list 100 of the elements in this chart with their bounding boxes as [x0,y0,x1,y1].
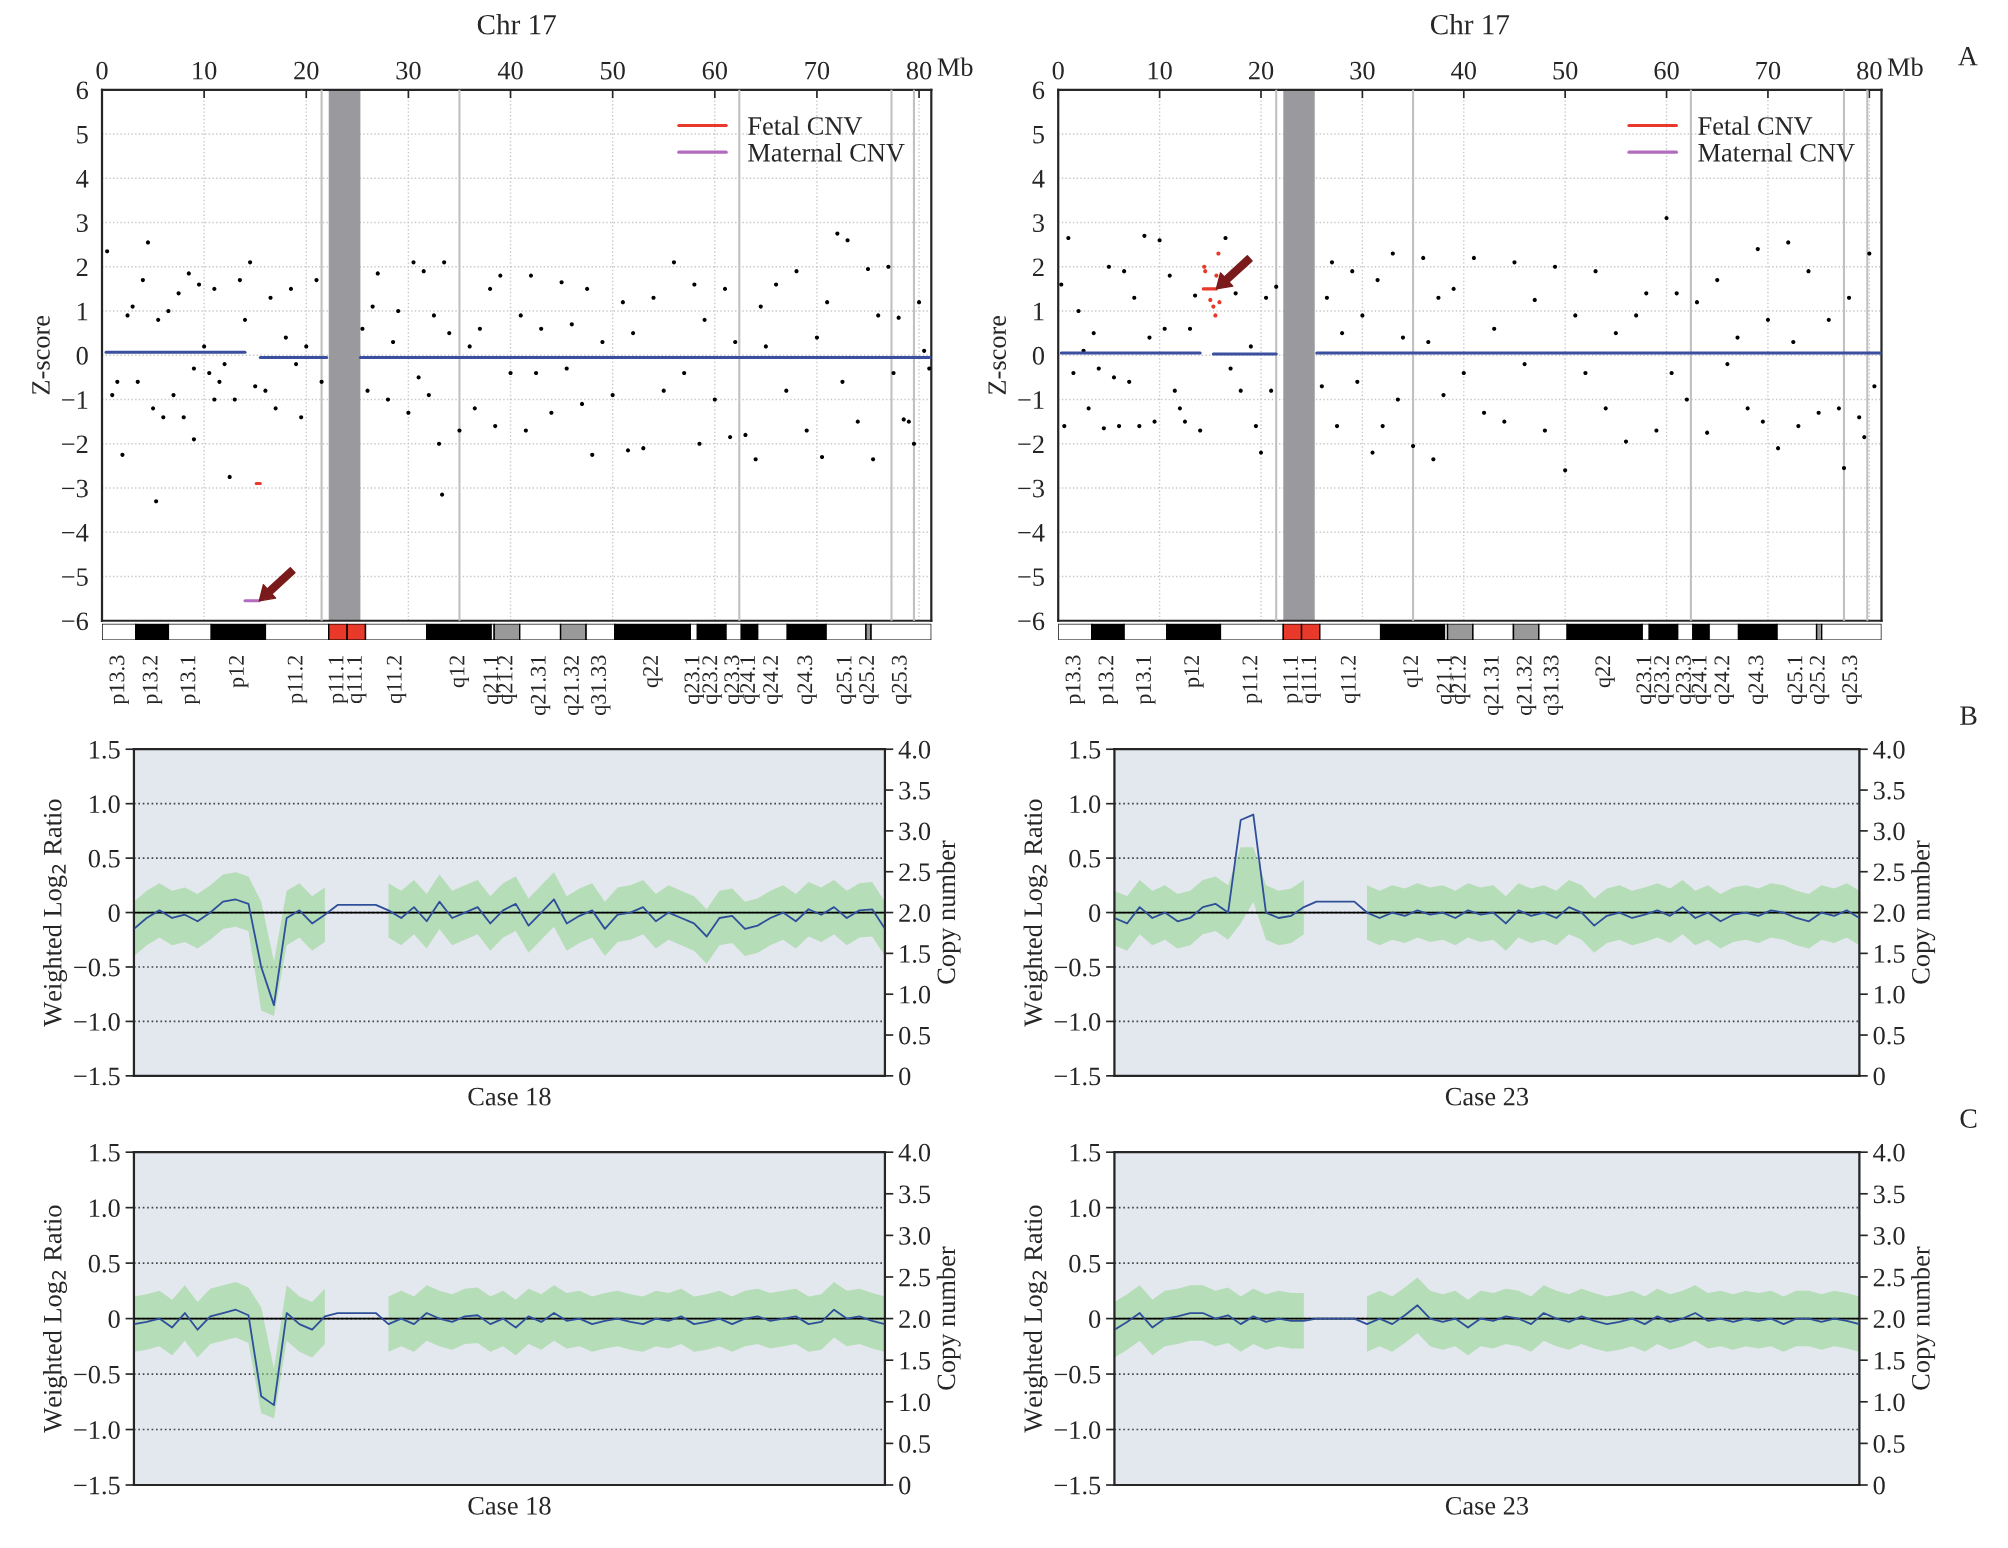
text: C [1960,1109,1977,1128]
y2-tick-label: 1.5 [900,1351,931,1370]
text: q11.2 [1340,655,1361,704]
y-tick-label: 0.5 [88,1254,120,1273]
y2-tick-label: 2.5 [1873,1268,1905,1287]
y-tick-label: −1.5 [74,1067,120,1086]
y2-tick-label: 1.5 [1874,1351,1905,1370]
y-tick-label: 1 [77,302,88,321]
y2-tick-label: 2.0 [899,904,931,923]
text: q24.3 [797,655,817,704]
x-tick-label: 80 [906,61,932,80]
y-tick-label: −6 [62,612,89,631]
text: q24.2 [763,655,783,704]
text: q24.2 [1714,655,1734,704]
y-tick-label: 2 [1032,258,1044,276]
y-tick-label: 0.5 [88,849,120,868]
x-axis-title: Mb [937,57,973,77]
text: q25.1 [1787,656,1807,704]
y2-tick-label: 1.0 [1874,1393,1905,1412]
y-axis-title: Z-score [32,315,50,395]
y2-tick-label: 4.0 [1873,740,1905,759]
text: q22 [643,655,663,688]
y2-tick-label: 0.5 [899,1435,931,1453]
x-tick-label: 80 [1857,61,1882,80]
y-tick-label: −1 [62,391,88,409]
x-tick-label: 60 [702,61,727,80]
y2-tick-label: 1.0 [900,1393,931,1412]
y2-tick-label: 3.0 [899,822,931,841]
text: p11.2 [1242,655,1262,704]
text: p13.3 [1065,655,1086,705]
text: q21.32 [1516,655,1537,716]
text: p13.3 [109,655,129,705]
legend-label: Maternal CNV [748,143,905,162]
y-tick-label: 0 [1032,346,1045,365]
y2-tick-label: 1.5 [1874,945,1905,963]
text: q24.3 [1748,655,1768,704]
x-tick-label: 10 [193,61,217,80]
y-axis-title: Weighted Log$_{2}$ Ratio [1023,799,1048,1027]
text: q21.32 [563,655,584,716]
y-tick-label: 0 [1089,904,1101,922]
y-tick-label: −3 [1018,479,1044,498]
text: p13.1 [180,656,200,705]
x-tick-label: 30 [1350,61,1375,80]
y-tick-label: 6 [1032,81,1045,100]
y-tick-label: −4 [1018,524,1045,542]
y2-axis-title: Copy number [1911,840,1936,984]
text: q21.31 [1483,656,1504,716]
x-axis-title: Case 18 [468,1496,551,1515]
y-tick-label: 0 [1089,1310,1101,1328]
text: q11.1 [1301,656,1321,704]
y2-tick-label: 1.5 [900,945,931,963]
y-tick-label: 0 [76,346,88,365]
text: q25.2 [859,655,879,704]
text: q25.3 [891,655,912,704]
x-tick-label: 60 [1654,61,1679,80]
text: q25.3 [1842,655,1862,704]
y2-tick-label: 2.0 [1873,904,1905,923]
y-tick-label: 4 [1032,170,1045,188]
y-tick-label: −2 [62,435,88,453]
y-tick-label: −5 [1018,568,1044,586]
y2-tick-label: 2.5 [899,1268,931,1287]
text: B [1960,706,1977,725]
y-tick-label: −4 [62,524,89,542]
y-tick-label: 1.0 [1070,795,1101,814]
y-tick-label: −0.5 [1054,1365,1101,1384]
y-tick-label: 1.5 [1070,740,1101,759]
text: p11.1 [1283,656,1303,704]
y-tick-label: 0 [108,904,120,922]
y-tick-label: 3 [1033,214,1044,232]
y-tick-label: −6 [1018,612,1045,631]
y2-tick-label: 2.5 [1873,863,1905,882]
y-tick-label: 1.5 [90,1143,120,1162]
y2-tick-label: 0.5 [899,1026,931,1045]
text: p11.1 [328,656,349,704]
y2-tick-label: 2.0 [1873,1310,1905,1329]
y-tick-label: 1.5 [90,740,120,759]
text: q11.2 [386,655,407,704]
y-tick-label: −0.5 [74,958,120,977]
text: q25.2 [1809,655,1830,704]
text: p13.2 [142,655,163,705]
y-tick-label: −1.5 [1054,1476,1101,1495]
y-tick-label: 2 [76,258,88,276]
text: p13.1 [1136,656,1156,705]
text: q22 [1595,655,1615,688]
x-tick-label: 20 [294,61,319,80]
y2-axis-title: Copy number [936,840,961,984]
y-tick-label: 6 [76,81,89,100]
y2-tick-label: 3.5 [1873,1185,1905,1204]
text: q31.33 [1543,655,1564,716]
y-axis-title: Weighted Log$_{2}$ Ratio [43,799,68,1027]
y2-tick-label: 0.5 [1873,1435,1905,1453]
x-axis-title: Case 23 [1445,1087,1529,1106]
y-tick-label: 1.0 [1070,1199,1101,1218]
x-axis-title: Case 23 [1445,1496,1529,1515]
y-tick-label: −1.0 [74,1421,120,1440]
x-tick-label: 40 [1451,61,1476,80]
y-axis-title: Weighted Log$_{2}$ Ratio [43,1205,68,1433]
x-tick-label: 40 [497,61,523,80]
text: q25.1 [836,656,857,704]
x-tick-label: 70 [805,61,830,80]
